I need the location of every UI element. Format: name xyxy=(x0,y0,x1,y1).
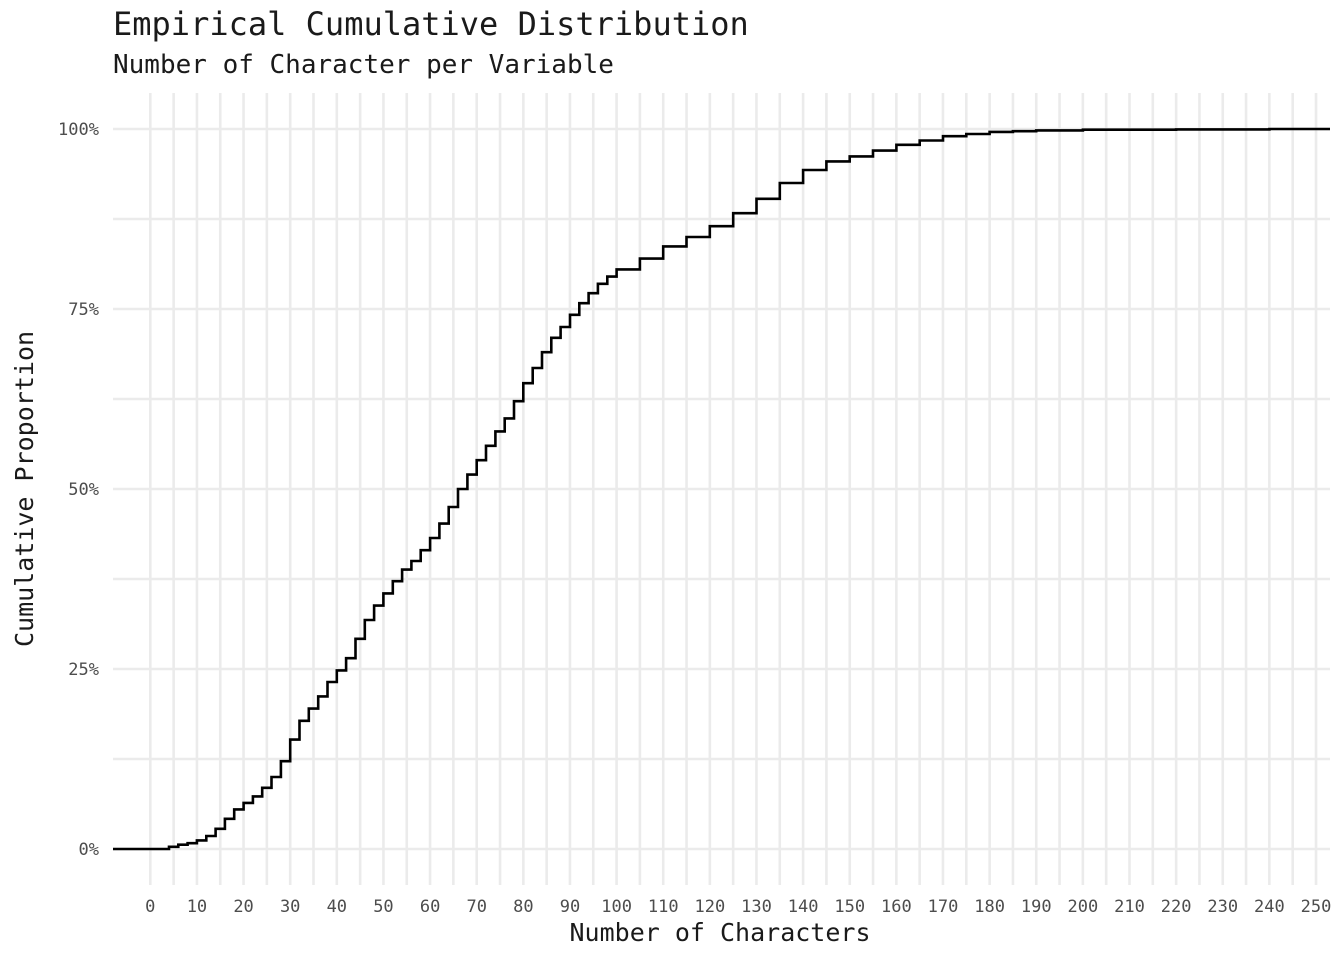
x-tick-label: 50 xyxy=(373,897,393,917)
x-tick-label: 160 xyxy=(881,897,912,917)
x-tick-label: 250 xyxy=(1301,897,1332,917)
x-tick-label: 110 xyxy=(648,897,679,917)
x-tick-label: 140 xyxy=(788,897,819,917)
y-tick-label: 50% xyxy=(68,480,99,500)
x-tick-label: 210 xyxy=(1114,897,1145,917)
y-tick-label: 75% xyxy=(68,300,99,320)
chart-subtitle: Number of Character per Variable xyxy=(113,50,614,80)
x-tick-label: 10 xyxy=(187,897,207,917)
x-tick-label: 90 xyxy=(560,897,580,917)
x-tick-label: 40 xyxy=(327,897,347,917)
y-tick-label: 25% xyxy=(68,660,99,680)
x-tick-label: 0 xyxy=(145,897,155,917)
ecdf-step-line xyxy=(113,127,1330,851)
x-tick-label: 220 xyxy=(1161,897,1192,917)
x-tick-label: 170 xyxy=(928,897,959,917)
x-tick-label: 240 xyxy=(1254,897,1285,917)
x-tick-label: 20 xyxy=(233,897,253,917)
x-tick-label: 230 xyxy=(1207,897,1238,917)
y-tick-label: 100% xyxy=(58,120,99,140)
x-tick-label: 120 xyxy=(694,897,725,917)
x-tick-label: 70 xyxy=(466,897,486,917)
chart-title: Empirical Cumulative Distribution xyxy=(113,5,749,43)
x-tick-label: 100 xyxy=(601,897,632,917)
x-tick-label: 150 xyxy=(834,897,865,917)
y-axis-label: Cumulative Proportion xyxy=(10,331,39,647)
x-tick-label: 80 xyxy=(513,897,533,917)
y-tick-label: 0% xyxy=(79,840,99,860)
x-tick-label: 130 xyxy=(741,897,772,917)
x-axis-label: Number of Characters xyxy=(569,918,870,947)
x-tick-label: 180 xyxy=(974,897,1005,917)
x-axis-ticks: 0 10 20 30 40 50 60 70 80 90 100 110 120 130 140 150 160… xyxy=(145,897,1331,917)
x-tick-label: 30 xyxy=(280,897,300,917)
y-axis-ticks: 0% 25% 50% 75% 100% xyxy=(58,120,99,860)
ecdf-curve-layer xyxy=(113,127,1330,851)
grid-lines xyxy=(113,93,1330,885)
x-tick-label: 60 xyxy=(420,897,440,917)
x-tick-label: 190 xyxy=(1021,897,1052,917)
x-tick-label: 200 xyxy=(1068,897,1099,917)
